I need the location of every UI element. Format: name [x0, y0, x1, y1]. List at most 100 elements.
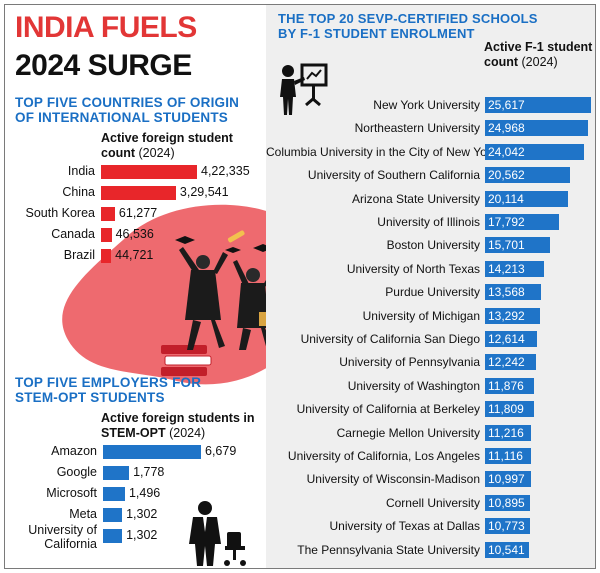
category-label-line: Google	[56, 465, 97, 479]
school-label: University of Michigan	[362, 308, 480, 323]
schools-subtitle-line: count	[484, 55, 519, 69]
value-label: 1,302	[126, 507, 158, 521]
countries-title-line: OF INTERNATIONAL STUDENTS	[15, 110, 228, 125]
bar	[485, 237, 550, 254]
schools-chart-subtitle: Active F-1 student count (2024)	[484, 40, 592, 70]
bar	[101, 165, 197, 179]
schools-title-line: BY F-1 STUDENT ENROLMENT	[278, 26, 475, 41]
value-label: 1,778	[133, 465, 165, 479]
category-label: Amazon	[5, 444, 97, 458]
category-label: Google	[5, 465, 97, 479]
school-label: University of North Texas	[346, 261, 480, 276]
bar	[485, 284, 542, 301]
value-label: 15,701	[488, 238, 525, 253]
bar	[103, 529, 123, 543]
bar	[485, 424, 532, 441]
value-label: 12,242	[488, 355, 525, 370]
schools-chart-title: THE TOP 20 SEVP-CERTIFIED SCHOOLS BY F-1…	[278, 11, 538, 41]
bar	[101, 249, 112, 263]
bar	[101, 228, 112, 242]
value-label: 11,809	[488, 402, 524, 417]
bar	[485, 331, 538, 347]
bar	[485, 494, 531, 511]
value-label: 6,679	[205, 444, 237, 458]
value-label: 14,213	[488, 261, 525, 276]
school-label: University of Pennsylvania	[339, 355, 480, 370]
value-label: 17,792	[488, 215, 525, 229]
countries-subtitle-line: count	[101, 146, 136, 160]
school-label: University of California, Los Angeles	[287, 449, 480, 463]
value-label: 11,116	[488, 449, 523, 463]
diploma	[227, 230, 245, 243]
category-label: South Korea	[25, 206, 96, 220]
school-label: New York University	[373, 98, 480, 112]
bar	[485, 190, 569, 207]
school-label: Columbia University in the City of New Y…	[266, 144, 497, 159]
value-label: 25,617	[488, 98, 525, 112]
countries-chart-title: TOP FIVE COUNTRIES OF ORIGIN OF INTERNAT…	[15, 95, 239, 125]
school-label: Northeastern University	[354, 121, 480, 136]
value-label: 24,042	[488, 144, 525, 159]
infographic: INDIA FUELS 2024 SURGE TOP FIVE COUNTRIE…	[4, 4, 596, 569]
schools-panel: THE TOP 20 SEVP-CERTIFIED SCHOOLS BY F-1…	[266, 5, 595, 568]
school-label: Cornell University	[385, 495, 480, 510]
category-label: University of California	[5, 523, 97, 551]
value-label: 11,216	[488, 425, 524, 440]
schools-subtitle-line: Active F-1 student	[484, 40, 593, 54]
bar	[103, 508, 123, 522]
page-title-line-2: 2024 SURGE	[15, 49, 192, 82]
category-label: China	[62, 185, 95, 199]
value-label: 24,968	[488, 121, 525, 136]
value-label: 10,773	[488, 519, 525, 534]
value-label: 12,614	[488, 332, 525, 346]
bar	[485, 97, 591, 113]
school-label: University of Wisconsin-Madison	[306, 472, 480, 487]
book-stack	[161, 345, 212, 376]
category-label-line: Meta	[69, 507, 97, 521]
value-label: 10,541	[488, 542, 525, 557]
value-label: 1,496	[128, 486, 161, 500]
school-label: University of Washington	[347, 378, 480, 393]
employers-subtitle-line: Active foreign students in	[101, 411, 255, 425]
value-label: 4,22,335	[201, 164, 250, 178]
value-label: 1,302	[126, 528, 158, 542]
countries-title-line: TOP FIVE COUNTRIES OF ORIGIN	[15, 95, 240, 110]
bar	[103, 487, 125, 501]
bar	[103, 466, 130, 480]
countries-chart-subtitle: Active foreign student count (2024)	[101, 131, 233, 161]
employers-title-line: STEM-OPT STUDENTS	[15, 390, 165, 405]
school-label: Purdue University	[385, 285, 480, 300]
category-label-line: California	[44, 537, 97, 551]
category-label: Microsoft	[5, 486, 97, 500]
page-title-line-1: INDIA FUELS	[15, 11, 197, 44]
employers-chart-title: TOP FIVE EMPLOYERS FOR STEM-OPT STUDENTS	[15, 375, 201, 405]
school-label: University of California at Berkeley	[296, 402, 480, 417]
bar	[485, 541, 529, 558]
countries-subtitle-line: Active foreign student	[101, 131, 233, 145]
value-label: 61,277	[118, 206, 158, 220]
bar	[485, 260, 544, 277]
bar	[485, 143, 585, 160]
value-label: 20,562	[488, 168, 525, 183]
bar	[485, 120, 589, 137]
school-label: University of Texas at Dallas	[329, 519, 480, 534]
value-label: 10,997	[488, 472, 525, 487]
value-label: 10,895	[488, 495, 525, 510]
bar	[485, 354, 536, 371]
school-label: University of Southern California	[307, 168, 480, 183]
category-label-line: Amazon	[51, 444, 97, 458]
category-label-line: Microsoft	[46, 486, 97, 500]
value-label: 3,29,541	[179, 185, 229, 199]
bar	[485, 518, 530, 535]
businessman-with-chair-icon	[189, 501, 246, 566]
school-label: University of California San Diego	[300, 332, 480, 346]
category-label: Meta	[5, 507, 97, 521]
employers-subtitle-line: STEM-OPT	[101, 426, 166, 440]
category-label: Brazil	[63, 248, 95, 262]
bar	[103, 445, 201, 459]
employers-subtitle-year: (2024)	[169, 426, 206, 440]
schools-subtitle-year: (2024)	[521, 55, 558, 69]
bar	[101, 207, 115, 221]
school-label: Arizona State University	[351, 191, 480, 206]
school-label: The Pennsylvania State University	[297, 542, 480, 557]
